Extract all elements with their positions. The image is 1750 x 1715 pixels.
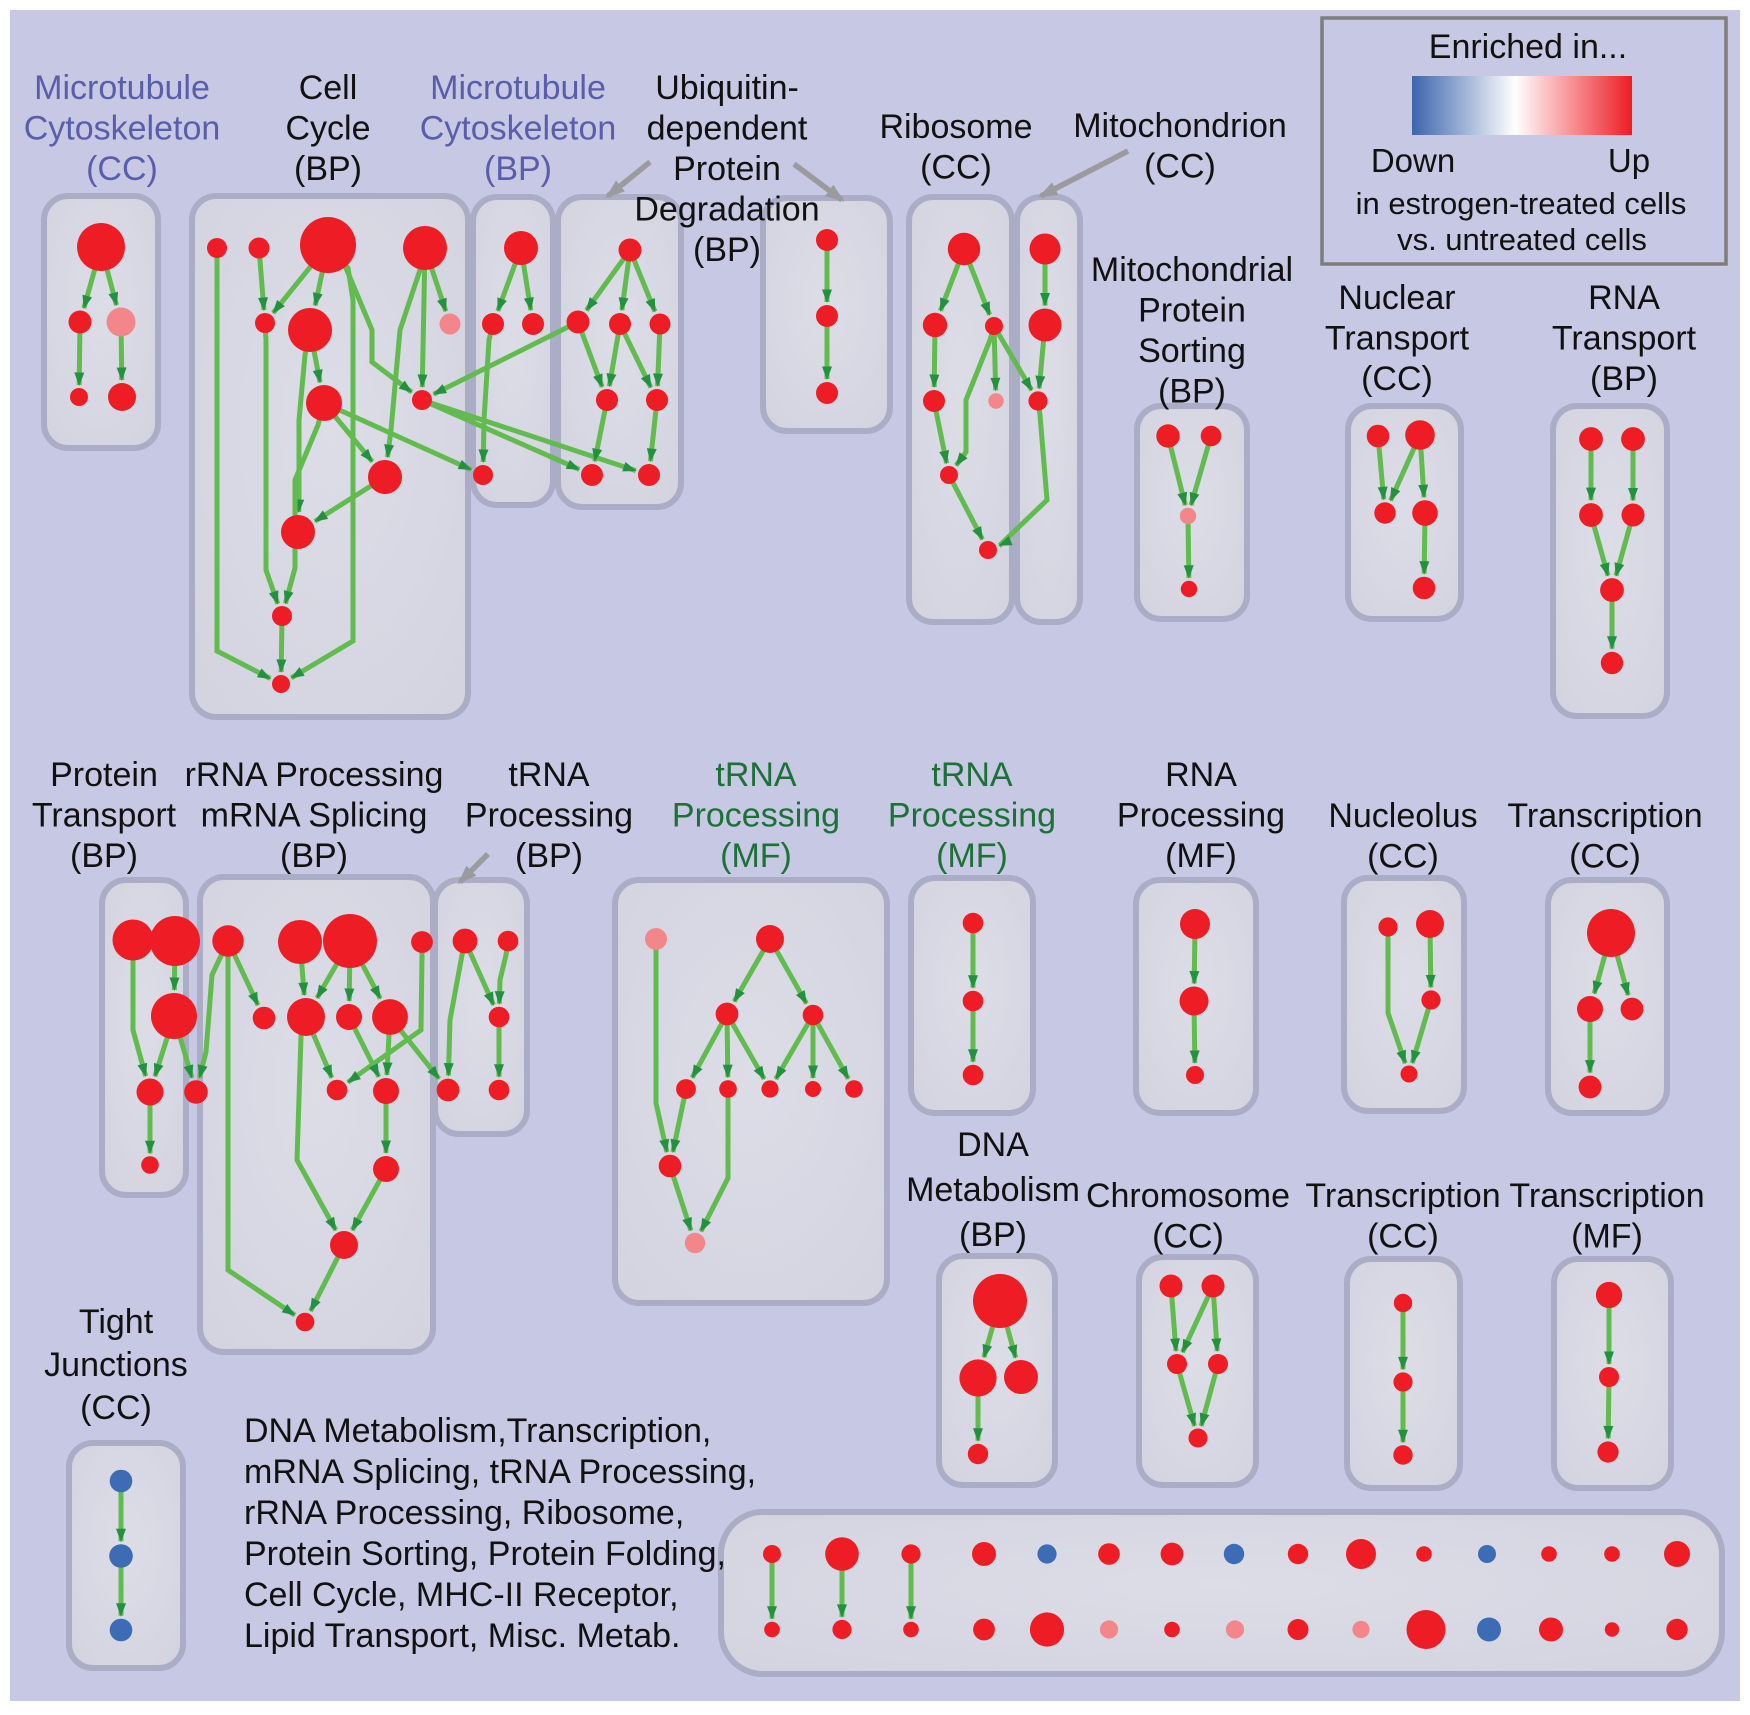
svg-text:tRNA: tRNA — [931, 756, 1013, 794]
svg-text:Processing: Processing — [888, 797, 1056, 835]
svg-text:mRNA Splicing, tRNA Processing: mRNA Splicing, tRNA Processing, — [244, 1453, 756, 1491]
svg-text:Down: Down — [1371, 142, 1455, 179]
svg-text:Processing: Processing — [1117, 797, 1285, 835]
svg-text:(CC): (CC) — [86, 150, 158, 188]
svg-text:(CC): (CC) — [1569, 838, 1641, 876]
svg-text:rRNA Processing: rRNA Processing — [185, 756, 444, 794]
svg-text:Metabolism: Metabolism — [906, 1171, 1080, 1209]
svg-text:(BP): (BP) — [484, 150, 552, 188]
svg-text:(CC): (CC) — [1367, 838, 1439, 876]
svg-text:(CC): (CC) — [1144, 148, 1216, 186]
svg-text:dependent: dependent — [647, 110, 808, 148]
svg-text:Transcription: Transcription — [1305, 1177, 1500, 1215]
svg-text:DNA Metabolism,Transcription,: DNA Metabolism,Transcription, — [244, 1412, 711, 1450]
svg-text:rRNA Processing, Ribosome,: rRNA Processing, Ribosome, — [244, 1494, 684, 1532]
svg-text:Protein: Protein — [50, 756, 158, 794]
svg-text:DNA: DNA — [957, 1126, 1029, 1164]
svg-text:Ribosome: Ribosome — [879, 108, 1032, 146]
svg-text:(BP): (BP) — [959, 1216, 1027, 1254]
svg-text:Microtubule: Microtubule — [34, 69, 210, 107]
svg-text:Transport: Transport — [1552, 320, 1697, 358]
svg-text:(BP): (BP) — [70, 837, 138, 875]
svg-text:tRNA: tRNA — [508, 756, 590, 794]
svg-text:Nucleolus: Nucleolus — [1328, 797, 1477, 835]
svg-text:(MF): (MF) — [1165, 837, 1237, 875]
svg-text:Lipid Transport, Misc. Metab.: Lipid Transport, Misc. Metab. — [244, 1617, 681, 1655]
svg-text:Degradation: Degradation — [634, 191, 819, 229]
svg-text:Cell Cycle, MHC-II Receptor,: Cell Cycle, MHC-II Receptor, — [244, 1576, 679, 1614]
svg-text:Protein: Protein — [673, 150, 781, 188]
svg-text:Enriched in...: Enriched in... — [1429, 28, 1627, 66]
svg-text:Transport: Transport — [32, 797, 177, 835]
svg-text:tRNA: tRNA — [715, 756, 797, 794]
svg-text:(CC): (CC) — [80, 1389, 152, 1427]
svg-text:(BP): (BP) — [1590, 360, 1658, 398]
svg-text:in estrogen-treated cells: in estrogen-treated cells — [1356, 186, 1687, 221]
svg-text:(BP): (BP) — [515, 837, 583, 875]
svg-text:Mitochondrion: Mitochondrion — [1073, 107, 1287, 145]
svg-text:RNA: RNA — [1588, 279, 1660, 317]
svg-text:Protein Sorting, Protein Foldi: Protein Sorting, Protein Folding, — [244, 1535, 726, 1573]
svg-text:Transcription: Transcription — [1509, 1177, 1704, 1215]
svg-text:Cycle: Cycle — [285, 110, 370, 148]
svg-text:vs. untreated cells: vs. untreated cells — [1397, 222, 1647, 257]
svg-text:Transport: Transport — [1325, 320, 1470, 358]
svg-text:Sorting: Sorting — [1138, 332, 1246, 370]
svg-text:(MF): (MF) — [936, 837, 1008, 875]
svg-text:(CC): (CC) — [1152, 1218, 1224, 1256]
svg-text:Chromosome: Chromosome — [1086, 1177, 1290, 1215]
svg-text:(CC): (CC) — [920, 149, 992, 187]
svg-text:Processing: Processing — [465, 797, 633, 835]
svg-text:(BP): (BP) — [1158, 373, 1226, 411]
svg-text:Microtubule: Microtubule — [430, 69, 606, 107]
svg-text:Protein: Protein — [1138, 292, 1246, 330]
svg-text:mRNA Splicing: mRNA Splicing — [201, 797, 428, 835]
svg-text:Cytoskeleton: Cytoskeleton — [24, 110, 221, 148]
svg-text:Transcription: Transcription — [1507, 797, 1702, 835]
svg-text:(CC): (CC) — [1367, 1218, 1439, 1256]
svg-text:Processing: Processing — [672, 797, 840, 835]
svg-text:Nuclear: Nuclear — [1338, 279, 1455, 317]
svg-text:(BP): (BP) — [693, 231, 761, 269]
svg-text:(BP): (BP) — [294, 150, 362, 188]
svg-text:Cell: Cell — [299, 69, 358, 107]
svg-text:(CC): (CC) — [1361, 360, 1433, 398]
svg-text:(MF): (MF) — [720, 837, 792, 875]
svg-text:Tight: Tight — [79, 1303, 154, 1341]
svg-text:Cytoskeleton: Cytoskeleton — [420, 110, 617, 148]
svg-text:Up: Up — [1608, 142, 1650, 179]
svg-text:Junctions: Junctions — [44, 1346, 188, 1384]
svg-text:Ubiquitin-: Ubiquitin- — [655, 69, 799, 107]
svg-text:Mitochondrial: Mitochondrial — [1091, 251, 1293, 289]
svg-text:(MF): (MF) — [1571, 1218, 1643, 1256]
svg-text:RNA: RNA — [1165, 756, 1237, 794]
svg-text:(BP): (BP) — [280, 837, 348, 875]
